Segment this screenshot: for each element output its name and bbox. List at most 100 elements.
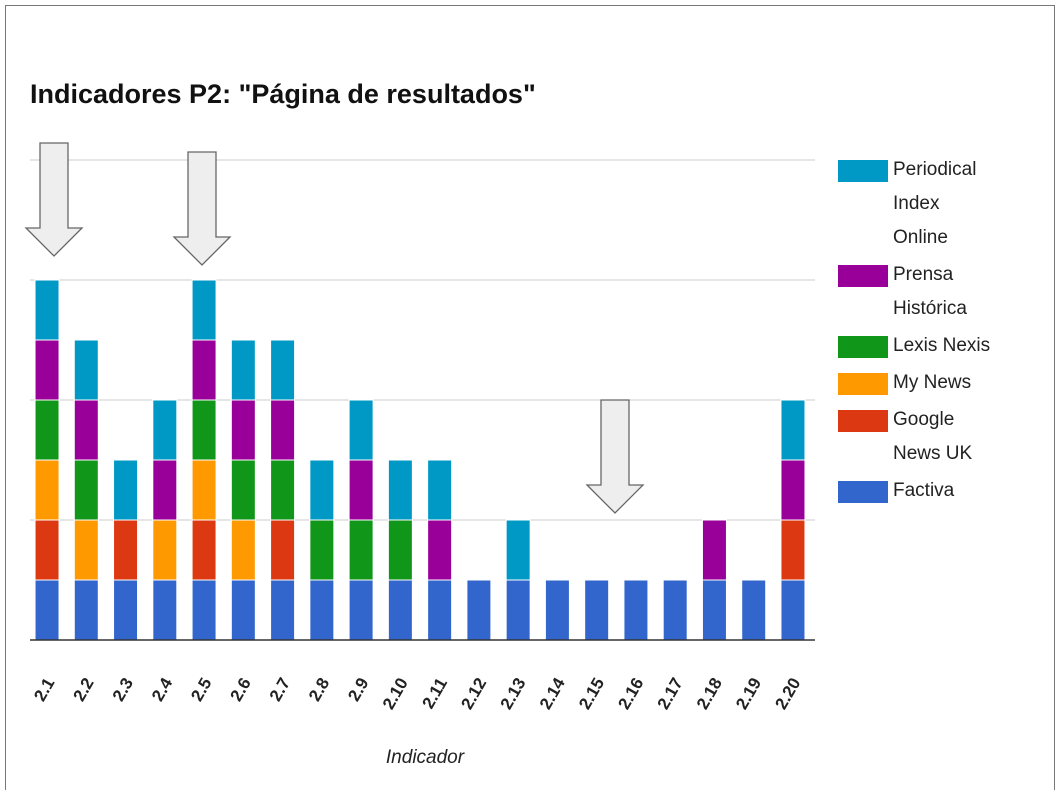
bar-segment xyxy=(230,519,256,581)
legend-swatch xyxy=(838,160,888,182)
bar-segment xyxy=(348,579,374,641)
bar-segment xyxy=(348,519,374,581)
bar-segment xyxy=(780,579,806,641)
bar-segment xyxy=(662,579,688,641)
legend-item: Factiva xyxy=(838,477,998,508)
bar-segment xyxy=(113,459,139,521)
bar-segment xyxy=(427,579,453,641)
bar-segment xyxy=(505,579,531,641)
bar-segment xyxy=(73,579,99,641)
x-tick-label: 2.13 xyxy=(497,675,530,713)
bar-segment xyxy=(230,399,256,461)
x-tick-label: 2.8 xyxy=(305,675,333,705)
legend-swatch xyxy=(838,265,888,287)
bar-segment xyxy=(270,399,296,461)
x-tick-label: 2.19 xyxy=(732,675,765,713)
x-tick-label: 2.11 xyxy=(419,675,452,712)
arrow xyxy=(24,142,84,257)
x-tick-label: 2.14 xyxy=(536,674,569,713)
legend-label: My News xyxy=(893,372,972,393)
x-tick-label: 2.7 xyxy=(266,675,294,705)
bar-segment xyxy=(505,519,531,581)
legend-item: Google News UK xyxy=(838,406,998,471)
bar-segment xyxy=(34,339,60,401)
bar-segment xyxy=(152,459,178,521)
legend-label: Prensa Histórica xyxy=(893,264,967,319)
bar-segment xyxy=(34,399,60,461)
bar-segment xyxy=(191,279,217,341)
bar-segment xyxy=(309,519,335,581)
legend-label: Google News UK xyxy=(893,409,973,464)
legend-item: Periodical Index Online xyxy=(838,156,998,255)
bar-segment xyxy=(780,399,806,461)
frame xyxy=(5,5,1055,790)
bar-segment xyxy=(584,579,610,641)
legend-label: Periodical Index Online xyxy=(893,159,977,248)
legend-swatch xyxy=(838,336,888,358)
bar-segment xyxy=(230,579,256,641)
bar-segment xyxy=(701,579,727,641)
bar-segment xyxy=(152,579,178,641)
legend-swatch xyxy=(838,373,888,395)
bar-segment xyxy=(113,519,139,581)
bar-segment xyxy=(270,519,296,581)
bar-segment xyxy=(34,579,60,641)
x-tick-label: 2.18 xyxy=(693,675,726,713)
legend: Periodical Index Online Prensa Histórica L… xyxy=(838,156,998,514)
bar-segment xyxy=(387,459,413,521)
x-tick-label: 2.15 xyxy=(575,675,608,713)
legend-swatch xyxy=(838,481,888,503)
bar-segment xyxy=(230,339,256,401)
legend-label: Lexis Nexis xyxy=(893,335,991,356)
bar-segment xyxy=(309,579,335,641)
bar-segment xyxy=(113,579,139,641)
bar-segment xyxy=(623,579,649,641)
x-tick-label: 2.1 xyxy=(30,675,58,705)
x-tick-label: 2.20 xyxy=(771,675,804,713)
bar-segment xyxy=(191,339,217,401)
bar-segment xyxy=(191,519,217,581)
bar-segment xyxy=(152,519,178,581)
x-axis-title: Indicador xyxy=(386,747,465,768)
x-tick-label: 2.3 xyxy=(109,675,137,705)
bar-segment xyxy=(270,459,296,521)
bar-segment xyxy=(348,399,374,461)
bar-segment xyxy=(152,399,178,461)
bar-segment xyxy=(387,579,413,641)
bar-segment xyxy=(348,459,374,521)
bar-segment xyxy=(741,579,767,641)
bar-segment xyxy=(191,459,217,521)
legend-item: My News xyxy=(838,369,998,400)
legend-swatch xyxy=(838,410,888,432)
bar-segment xyxy=(191,579,217,641)
plot xyxy=(30,159,815,641)
bar-segment xyxy=(309,459,335,521)
bar-segment xyxy=(191,399,217,461)
bar-segment xyxy=(780,459,806,521)
bar-segment xyxy=(73,519,99,581)
arrows xyxy=(24,142,645,514)
bar-segment xyxy=(270,339,296,401)
x-tick-label: 2.4 xyxy=(148,674,177,704)
x-tick-label: 2.9 xyxy=(344,675,372,705)
x-tick-label: 2.6 xyxy=(227,675,255,705)
bar-segment xyxy=(73,399,99,461)
bar-segment xyxy=(73,339,99,401)
bar-segment xyxy=(270,579,296,641)
bar-segment xyxy=(34,519,60,581)
bar-segment xyxy=(427,519,453,581)
chart-title: Indicadores P2: "Página de resultados" xyxy=(30,79,536,109)
legend-item: Prensa Histórica xyxy=(838,261,998,326)
bar-segment xyxy=(544,579,570,641)
x-tick-label: 2.12 xyxy=(457,675,490,713)
bar-segment xyxy=(466,579,492,641)
bar-segment xyxy=(780,519,806,581)
bar-segment xyxy=(34,459,60,521)
bar-segment xyxy=(427,459,453,521)
bar-segment xyxy=(387,519,413,581)
x-tick-label: 2.10 xyxy=(379,675,412,713)
legend-item: Lexis Nexis xyxy=(838,332,998,363)
bar-segment xyxy=(701,519,727,581)
